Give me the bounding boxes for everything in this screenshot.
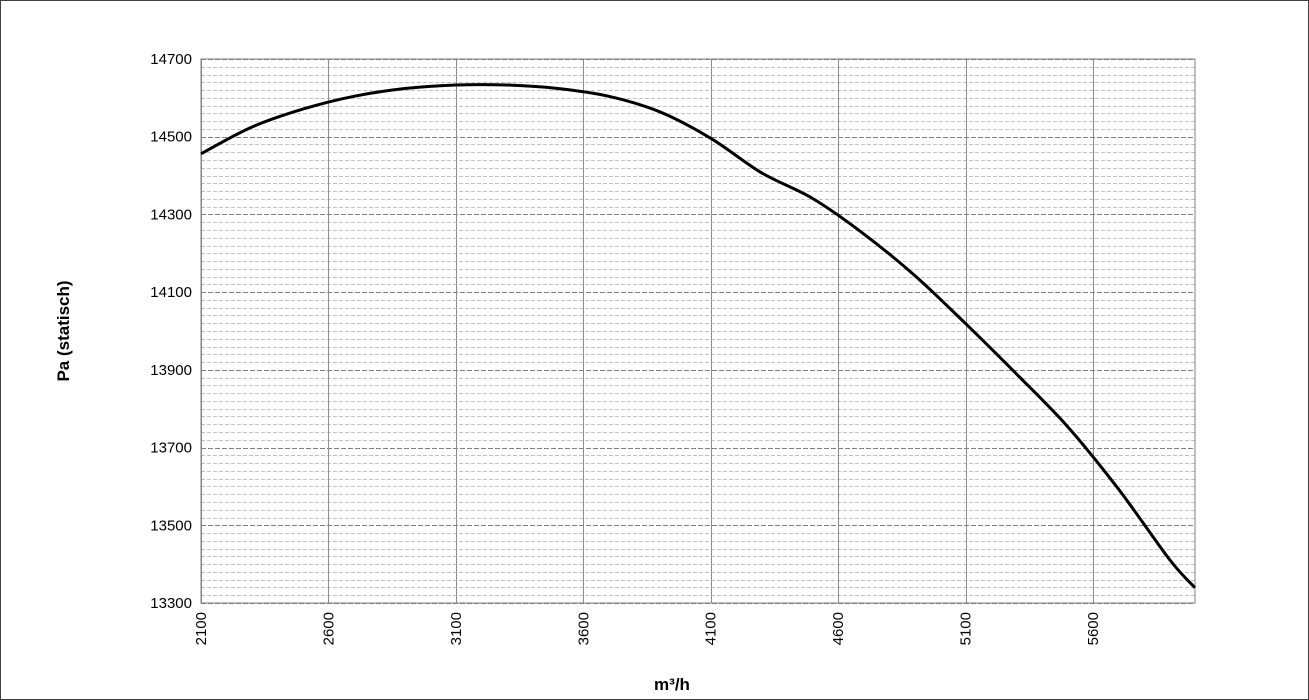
x-tick-label: 3100 xyxy=(448,612,465,645)
x-tick-label: 5100 xyxy=(958,612,975,645)
x-axis-label: m³/h xyxy=(654,675,690,694)
x-tick-label: 2100 xyxy=(193,612,210,645)
y-axis-ticks: 13300 13500 13700 13900 14100 14300 14500 14700 xyxy=(150,51,192,612)
y-tick-label: 14500 xyxy=(150,129,192,146)
x-tick-label: 5600 xyxy=(1085,612,1102,645)
x-tick-label: 2600 xyxy=(320,612,337,645)
major-gridlines xyxy=(201,59,1195,604)
plot-area xyxy=(200,58,1196,604)
x-tick-label: 4100 xyxy=(703,612,720,645)
x-tick-label: 3600 xyxy=(575,612,592,645)
y-tick-label: 14700 xyxy=(150,51,192,68)
series-line xyxy=(200,83,1197,589)
y-tick-label: 13700 xyxy=(150,440,192,457)
y-tick-label: 13900 xyxy=(150,362,192,379)
y-axis-label: Pa (statisch) xyxy=(54,280,73,381)
y-tick-label: 13500 xyxy=(150,517,192,534)
x-axis-ticks: 2100 2600 3100 3600 4100 4600 5100 5600 xyxy=(193,612,1102,645)
y-tick-label: 13300 xyxy=(150,595,192,612)
y-tick-label: 14300 xyxy=(150,206,192,223)
y-tick-label: 14100 xyxy=(150,284,192,301)
x-tick-label: 4600 xyxy=(830,612,847,645)
minor-gridlines xyxy=(201,67,1195,596)
